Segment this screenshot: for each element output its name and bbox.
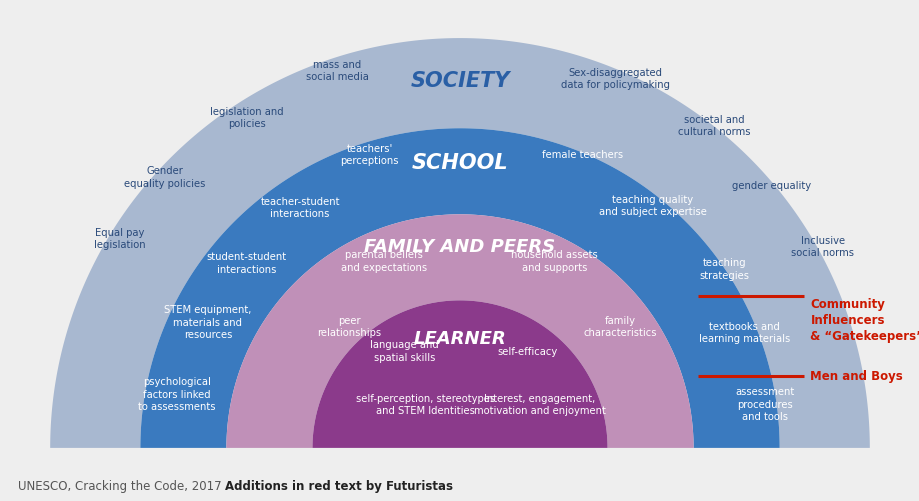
Text: household assets
and supports: household assets and supports: [510, 250, 597, 273]
Text: teaching quality
and subject expertise: teaching quality and subject expertise: [598, 195, 706, 217]
Text: assessment
procedures
and tools: assessment procedures and tools: [735, 387, 794, 422]
Text: self-efficacy: self-efficacy: [497, 347, 557, 357]
Text: teacher-student
interactions: teacher-student interactions: [260, 197, 339, 219]
Text: mass and
social media: mass and social media: [305, 60, 369, 82]
Text: SOCIETY: SOCIETY: [410, 71, 509, 91]
Text: FAMILY AND PEERS: FAMILY AND PEERS: [364, 238, 555, 256]
Text: teachers'
perceptions: teachers' perceptions: [340, 144, 399, 166]
Text: Men and Boys: Men and Boys: [810, 370, 902, 383]
Text: psychological
factors linked
to assessments: psychological factors linked to assessme…: [139, 377, 216, 412]
Text: female teachers: female teachers: [542, 150, 623, 160]
Text: peer
relationships: peer relationships: [317, 316, 381, 338]
Polygon shape: [51, 38, 868, 448]
Text: family
characteristics: family characteristics: [583, 316, 656, 338]
Text: Gender
equality policies: Gender equality policies: [124, 166, 205, 188]
Text: textbooks and
learning materials: textbooks and learning materials: [698, 322, 789, 344]
Text: Equal pay
legislation: Equal pay legislation: [94, 227, 145, 250]
Text: LEARNER: LEARNER: [414, 330, 505, 348]
Text: societal and
cultural norms: societal and cultural norms: [677, 115, 750, 137]
Text: STEM equipment,
materials and
resources: STEM equipment, materials and resources: [165, 306, 252, 340]
Text: language and
spatial skills: language and spatial skills: [369, 340, 438, 363]
Text: self-perception, stereotypes
and STEM Identities: self-perception, stereotypes and STEM Id…: [356, 394, 494, 416]
Text: student-student
interactions: student-student interactions: [207, 253, 287, 275]
Text: gender equality: gender equality: [732, 180, 811, 190]
Polygon shape: [312, 301, 607, 448]
Text: Sex-disaggregated
data for policymaking: Sex-disaggregated data for policymaking: [561, 68, 670, 90]
Text: UNESCO, Cracking the Code, 2017: UNESCO, Cracking the Code, 2017: [18, 480, 221, 493]
Text: teaching
strategies: teaching strategies: [698, 259, 748, 281]
Polygon shape: [226, 214, 693, 448]
Text: legislation and
policies: legislation and policies: [210, 107, 283, 129]
Text: Additions in red text by Futuristas: Additions in red text by Futuristas: [225, 480, 453, 493]
Text: Community
Influencers
& “Gatekeepers”: Community Influencers & “Gatekeepers”: [810, 298, 919, 343]
Text: Interest, engagement,
motivation and enjoyment: Interest, engagement, motivation and enj…: [473, 394, 606, 416]
Text: SCHOOL: SCHOOL: [411, 153, 508, 173]
Text: Inclusive
social norms: Inclusive social norms: [790, 236, 853, 259]
Text: parental beliefs
and expectations: parental beliefs and expectations: [341, 250, 426, 273]
Polygon shape: [141, 128, 778, 448]
